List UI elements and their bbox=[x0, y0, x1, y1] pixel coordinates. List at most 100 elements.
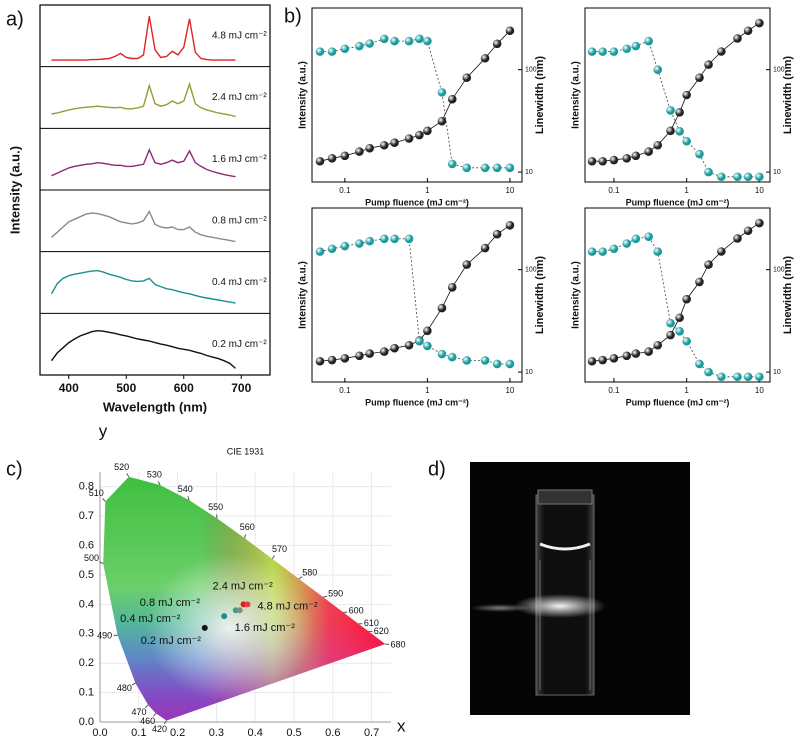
linewidth-line bbox=[592, 236, 760, 378]
x-tick-label: 0.5 bbox=[286, 727, 301, 739]
locus-shading bbox=[103, 476, 386, 721]
intensity-line bbox=[592, 22, 760, 162]
series-label: 4.8 mJ cm⁻² bbox=[212, 30, 267, 41]
intensity-point bbox=[682, 294, 691, 304]
linewidth-point bbox=[447, 159, 457, 169]
x-tick-label: 500 bbox=[116, 381, 136, 395]
chromaticity-point bbox=[201, 624, 208, 631]
intensity-point bbox=[755, 218, 764, 228]
locus-tick bbox=[126, 473, 130, 478]
y2-tick-label: 10 bbox=[773, 369, 781, 376]
intensity-point bbox=[609, 354, 619, 363]
intensity-point bbox=[598, 156, 607, 166]
intensity-point bbox=[340, 354, 350, 363]
intensity-point bbox=[390, 138, 399, 148]
y2-tick-label: 100 bbox=[773, 267, 785, 274]
intensity-point bbox=[631, 151, 641, 161]
locus-label: 680 bbox=[390, 640, 405, 650]
linewidth-point bbox=[598, 47, 607, 56]
photo bbox=[470, 462, 690, 715]
x-tick-label: 0.1 bbox=[131, 727, 146, 739]
x-tick-label: 0.6 bbox=[325, 727, 340, 739]
x-tick-label: 0.1 bbox=[339, 186, 351, 195]
linewidth-point bbox=[755, 172, 764, 182]
y-tick-label: 0.5 bbox=[79, 569, 94, 581]
intensity-point bbox=[733, 34, 742, 43]
y-tick-label: 0.4 bbox=[79, 598, 94, 610]
intensity-point bbox=[423, 326, 432, 336]
locus-label: 570 bbox=[272, 544, 287, 554]
intensity-point bbox=[505, 221, 515, 230]
point-label: 0.2 mJ cm⁻² bbox=[141, 635, 202, 647]
intensity-point bbox=[355, 147, 364, 156]
linewidth-point bbox=[404, 234, 414, 244]
locus-label: 510 bbox=[89, 488, 104, 498]
locus-label: 490 bbox=[97, 631, 112, 641]
intensity-point bbox=[327, 355, 337, 365]
intensity-point bbox=[733, 234, 742, 243]
panel-label: a) bbox=[6, 8, 24, 30]
light-beam bbox=[514, 594, 606, 618]
plot-frame bbox=[311, 207, 523, 383]
locus-label: 420 bbox=[152, 724, 167, 734]
locus-tick bbox=[187, 496, 190, 501]
linewidth-point bbox=[631, 41, 641, 51]
locus-label: 590 bbox=[328, 589, 343, 599]
plot-frame bbox=[584, 207, 771, 383]
linewidth-point bbox=[492, 163, 502, 173]
locus-tick bbox=[271, 555, 275, 560]
linewidth-point bbox=[492, 359, 502, 369]
intensity-point bbox=[340, 151, 350, 161]
linewidth-line bbox=[592, 40, 760, 178]
spectrum-line bbox=[50, 329, 236, 369]
y-axis-label: Intensity (a.u.) bbox=[298, 61, 309, 129]
intensity-point bbox=[480, 243, 490, 253]
intensity-point bbox=[653, 140, 663, 150]
intensity-point bbox=[587, 356, 597, 366]
linewidth-point bbox=[717, 372, 726, 382]
y2-tick-label: 10 bbox=[773, 169, 781, 176]
series-label: 2.4 mJ cm⁻² bbox=[212, 92, 267, 103]
locus-label: 480 bbox=[117, 683, 132, 693]
intensity-point bbox=[704, 60, 713, 69]
intensity-point bbox=[492, 39, 502, 49]
intensity-point bbox=[505, 26, 515, 36]
locus-label: 460 bbox=[140, 716, 155, 726]
intensity-point bbox=[743, 226, 753, 236]
locus-label: 500 bbox=[84, 553, 99, 563]
panel-label: b) bbox=[284, 5, 302, 27]
linewidth-point bbox=[379, 34, 389, 44]
intensity-point bbox=[404, 134, 414, 143]
series-label: 1.6 mJ cm⁻² bbox=[212, 154, 267, 165]
intensity-point bbox=[379, 140, 389, 150]
linewidth-point bbox=[587, 47, 597, 56]
intensity-point bbox=[447, 94, 457, 104]
spectrum-line bbox=[51, 147, 236, 178]
cuvette-cap bbox=[537, 489, 593, 505]
x-tick-label: 1 bbox=[684, 386, 689, 395]
chart-title: CIE 1931 bbox=[227, 446, 265, 456]
intensity-point bbox=[437, 116, 447, 126]
linewidth-point bbox=[462, 356, 472, 365]
intensity-point bbox=[365, 143, 374, 153]
linewidth-point bbox=[587, 247, 597, 256]
intensity-point bbox=[379, 347, 389, 356]
x-axis-label: Wavelength (nm) bbox=[103, 399, 207, 414]
linewidth-point bbox=[733, 172, 742, 182]
intensity-point bbox=[327, 154, 337, 163]
linewidth-point bbox=[609, 244, 619, 254]
intensity-point bbox=[666, 330, 675, 340]
intensity-point bbox=[315, 356, 325, 366]
y2-axis-label: Linewidth (nm) bbox=[782, 56, 794, 135]
linewidth-point bbox=[704, 167, 713, 177]
linewidth-point bbox=[644, 36, 653, 46]
y2-tick-label: 100 bbox=[773, 67, 785, 74]
linewidth-point bbox=[423, 36, 432, 46]
intensity-point bbox=[682, 90, 691, 100]
linewidth-point bbox=[462, 163, 472, 173]
locus-label: 600 bbox=[349, 606, 364, 616]
intensity-point bbox=[404, 340, 414, 350]
intensity-point bbox=[622, 154, 632, 163]
linewidth-point bbox=[704, 367, 713, 377]
y-tick-label: 0.2 bbox=[79, 657, 94, 669]
